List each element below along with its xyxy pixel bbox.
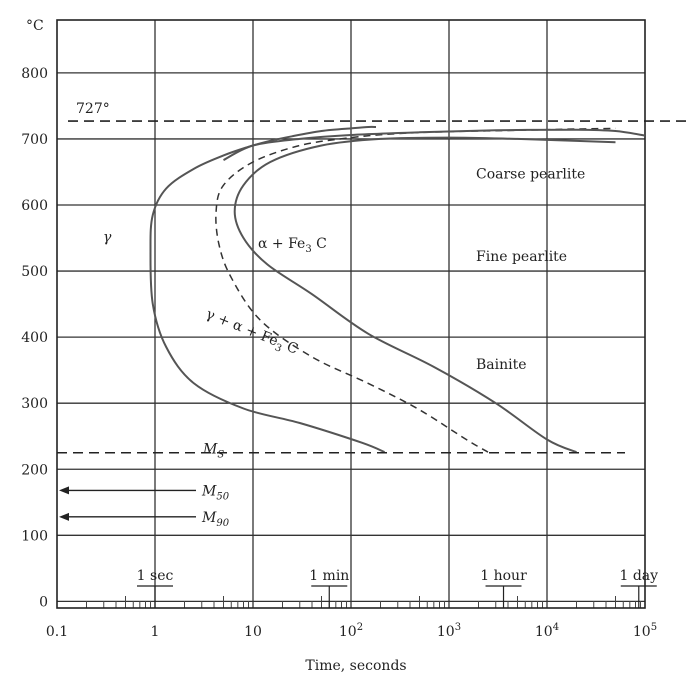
y-tick-label: 200: [21, 462, 48, 478]
y-tick-label: 0: [39, 594, 48, 610]
transformation-curves: [149, 125, 646, 454]
x-tick-label: 102: [339, 622, 363, 640]
y-tick-label: 300: [21, 396, 48, 412]
reference-lines: 727° MS: [57, 101, 688, 461]
x-axis-label: Time, seconds: [305, 658, 406, 674]
x-tick-label: 103: [437, 622, 461, 640]
y-tick-label: 500: [21, 264, 48, 280]
y-tick-label: 800: [21, 66, 48, 82]
ttt-curve: [149, 125, 385, 454]
region-labels: γ α + Fe3 C γ + α + Fe3 C Coarse pearlite Fi…: [103, 167, 585, 373]
region-label-gamma-alpha-fe3c: γ + α + Fe3 C: [202, 306, 300, 360]
y-tick-labels: 0 100 200 300 400 500 600 700 800: [21, 66, 48, 611]
y-tick-label: 700: [21, 132, 48, 148]
m50-label: M50: [201, 483, 230, 502]
x-tick-label: 104: [535, 622, 559, 640]
arrow-head: [59, 486, 69, 495]
log-minor-ticks: [86, 596, 642, 608]
time-markers: 1 sec 1 min 1 hour 1 day: [137, 568, 658, 608]
y-tick-label: 400: [21, 330, 48, 346]
grid: [57, 20, 645, 608]
x-tick-label: 10: [244, 624, 262, 640]
region-label-coarse: Coarse pearlite: [476, 167, 585, 183]
ttt-curve: [233, 136, 616, 454]
time-marker-1-day-label: 1 day: [619, 568, 658, 584]
region-label-bainite: Bainite: [476, 357, 527, 373]
time-marker-1-hour-label: 1 hour: [480, 568, 527, 584]
y-tick-label: 600: [21, 198, 48, 214]
region-label-fine: Fine pearlite: [476, 249, 567, 265]
x-tick-labels: 0.1 1 10 102 103 104 105: [46, 622, 657, 640]
x-tick-label: 0.1: [46, 624, 68, 640]
region-label-gamma: γ: [103, 229, 112, 245]
ttt-curve: [223, 128, 646, 161]
time-marker-1-sec-label: 1 sec: [137, 568, 174, 584]
ms-label: MS: [202, 442, 224, 461]
region-label-alpha-fe3c: α + Fe3 C: [258, 236, 327, 255]
arrow-head: [59, 512, 69, 521]
x-tick-label: 1: [151, 624, 160, 640]
x-tick-label: 105: [633, 622, 657, 640]
time-marker-1-min-label: 1 min: [309, 568, 349, 584]
eutectoid-label: 727°: [76, 101, 110, 117]
plot-frame: [56, 19, 646, 609]
y-tick-label: 100: [21, 528, 48, 544]
y-axis-label: °C: [26, 18, 44, 34]
m90-label: M90: [201, 510, 230, 529]
